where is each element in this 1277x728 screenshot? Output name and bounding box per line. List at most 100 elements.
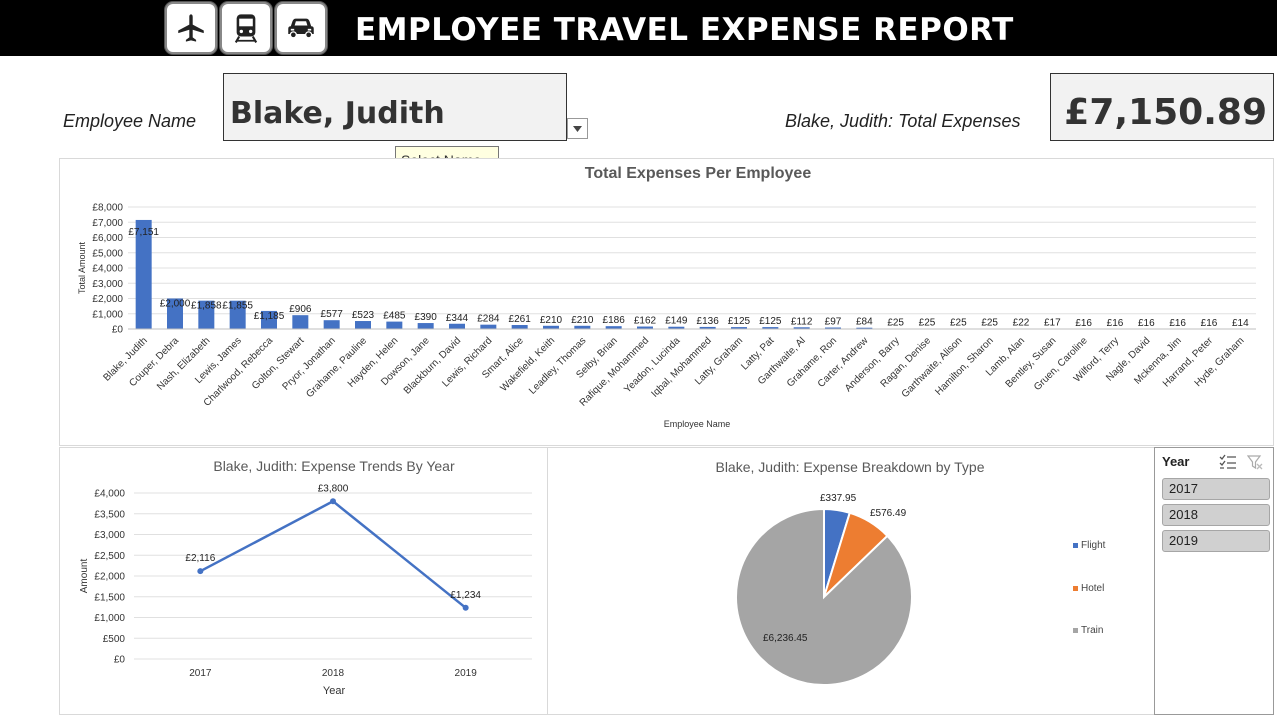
bar: [605, 326, 622, 329]
data-label: £210: [540, 315, 563, 326]
y-axis-title: Amount: [79, 559, 90, 594]
employee-dropdown-button[interactable]: [567, 118, 588, 139]
y-tick-label: £8,000: [92, 203, 123, 214]
data-label: £149: [665, 316, 688, 327]
data-label: £523: [352, 310, 375, 321]
data-label: £577: [321, 309, 344, 320]
data-label: £22: [1013, 318, 1030, 329]
y-tick-label: £2,000: [92, 294, 123, 305]
slicer-item-2019[interactable]: 2019: [1162, 530, 1270, 552]
data-label: £210: [571, 315, 594, 326]
line-chart-panel[interactable]: Blake, Judith: Expense Trends By Year £0 £…: [59, 447, 548, 715]
legend-swatch: [1073, 586, 1078, 591]
bar: [229, 300, 246, 329]
bar: [386, 321, 403, 329]
y-tick-label: £4,000: [92, 264, 123, 275]
slicer-title: Year: [1162, 454, 1190, 469]
data-label: £16: [1075, 318, 1092, 329]
data-point: [462, 604, 469, 611]
bar: [135, 219, 152, 329]
x-tick-label: Anderson, Barry: [843, 335, 902, 394]
train-icon: [234, 14, 258, 43]
bar: [856, 327, 873, 329]
airplane-icon: [178, 14, 204, 42]
bar: [198, 300, 215, 329]
data-label: £390: [415, 312, 438, 323]
bar: [543, 325, 559, 329]
data-label: £16: [1138, 318, 1155, 329]
bar: [511, 325, 528, 329]
y-tick-label: £4,000: [94, 489, 125, 500]
x-tick-label: 2018: [322, 668, 345, 679]
x-tick-label: Yeadon, Lucinda: [622, 335, 683, 396]
data-label: £1,234: [450, 590, 481, 601]
y-tick-label: £5,000: [92, 248, 123, 259]
x-tick-label: Blackburn, David: [402, 335, 463, 396]
x-tick-label: 2019: [455, 668, 478, 679]
bar: [323, 320, 340, 329]
slicer-item-2018[interactable]: 2018: [1162, 504, 1270, 526]
pie-chart-panel[interactable]: Blake, Judith: Expense Breakdown by Type…: [547, 447, 1155, 715]
bar: [699, 326, 716, 329]
year-slicer[interactable]: Year 2017 2018 2019: [1154, 447, 1274, 715]
total-expenses-label: Blake, Judith: Total Expenses: [785, 111, 1021, 131]
y-tick-label: £1,000: [92, 309, 123, 320]
legend-swatch: [1073, 543, 1078, 548]
x-tick-label: Leadley, Thomas: [527, 335, 588, 396]
slicer-item-2017[interactable]: 2017: [1162, 478, 1270, 500]
bar: [355, 321, 371, 329]
data-label: £186: [603, 315, 626, 326]
y-tick-label: £0: [112, 325, 124, 336]
pie-chart-title: Blake, Judith: Expense Breakdown by Type: [715, 459, 984, 475]
y-tick-label: £500: [103, 634, 126, 645]
data-label: £16: [1107, 318, 1124, 329]
data-label: £125: [759, 316, 782, 327]
bar: [480, 324, 497, 329]
legend-label: Hotel: [1081, 583, 1104, 594]
employee-name-cell[interactable]: Blake, Judith: [223, 73, 567, 141]
total-expenses-cell: £7,150.89: [1050, 73, 1274, 141]
y-tick-label: £2,500: [94, 551, 125, 562]
data-label: £344: [446, 313, 469, 324]
y-tick-label: £3,500: [94, 509, 125, 520]
data-point: [197, 568, 204, 575]
employee-name-label: Employee Name: [63, 111, 197, 131]
multi-select-icon[interactable]: [1219, 454, 1237, 470]
y-tick-label: £3,000: [92, 279, 123, 290]
line-chart-title: Blake, Judith: Expense Trends By Year: [213, 458, 455, 474]
clear-filter-icon[interactable]: [1247, 454, 1263, 470]
y-tick-label: £3,000: [94, 530, 125, 541]
data-label: £16: [1201, 318, 1218, 329]
y-tick-label: £7,000: [92, 218, 123, 229]
bar: [574, 325, 591, 329]
flight-button[interactable]: [165, 2, 217, 54]
data-label: £261: [509, 314, 532, 325]
y-tick-label: £1,500: [94, 592, 125, 603]
y-tick-label: £2,000: [94, 572, 125, 583]
data-label: £84: [856, 317, 873, 328]
legend-swatch: [1073, 628, 1078, 633]
data-label: £485: [383, 311, 406, 322]
train-button[interactable]: [220, 2, 272, 54]
bar: [292, 315, 309, 329]
total-expenses-value: £7,150.89: [1064, 92, 1267, 133]
pie-slice: [735, 507, 913, 686]
bar: [825, 327, 841, 329]
data-label: £97: [825, 317, 842, 328]
bar: [731, 327, 747, 329]
bar: [449, 323, 465, 329]
data-label: £112: [791, 316, 813, 327]
bar: [793, 327, 810, 329]
data-label: £1,185: [254, 311, 285, 322]
car-button[interactable]: [275, 2, 327, 54]
bar-chart-panel[interactable]: Total Expenses Per Employee £0 £1,000 £2,00…: [59, 158, 1274, 446]
x-tick-label: Wakefield, Keith: [499, 335, 558, 394]
data-label: £17: [1044, 318, 1061, 329]
data-label: £906: [289, 304, 312, 315]
pie-chart: Blake, Judith: Expense Breakdown by Type…: [715, 459, 1106, 686]
legend-label: Train: [1081, 625, 1103, 636]
bar-chart: Total Expenses Per Employee £0 £1,000 £2,00…: [77, 165, 1256, 429]
chevron-down-icon: [573, 125, 582, 132]
y-tick-label: £1,000: [94, 613, 125, 624]
car-icon: [288, 18, 314, 39]
